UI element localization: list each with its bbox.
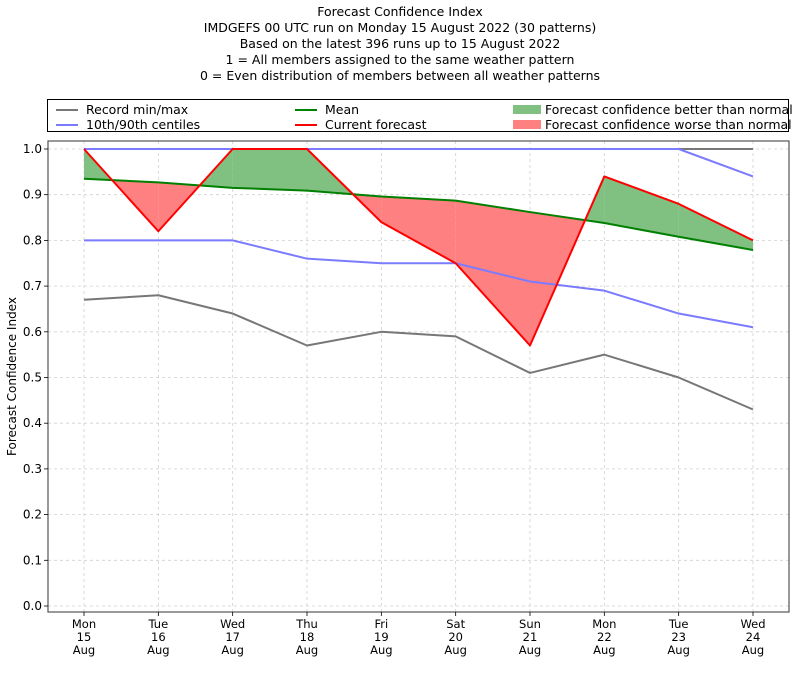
legend-swatch-record-minmax	[56, 108, 78, 111]
x-tick-label: 20	[448, 630, 463, 644]
x-tick-label: Tue	[668, 617, 689, 631]
chart-legend: Record min/max 10th/90th centiles Mean C…	[47, 99, 793, 132]
x-tick-label: 24	[746, 630, 761, 644]
legend-label: Current forecast	[325, 117, 427, 132]
x-tick-label: Aug	[444, 643, 466, 657]
x-tick-label: Aug	[519, 643, 541, 657]
x-tick-label: Sun	[519, 617, 541, 631]
fill-better-than-normal	[604, 176, 679, 237]
legend-item-better-than-normal: Forecast confidence better than normal	[513, 102, 793, 117]
y-tick-label: 0.6	[23, 325, 42, 339]
x-tick-label: Aug	[221, 643, 243, 657]
series-line-mean	[83, 177, 754, 251]
chart-subtitle-line-4: 0 = Even distribution of members between…	[199, 68, 601, 83]
y-axis-label: Forecast Confidence Index	[5, 297, 19, 456]
legend-label: Forecast confidence worse than normal	[545, 117, 792, 132]
legend-item-current-forecast: Current forecast	[295, 117, 426, 132]
fill-worse-than-normal	[381, 196, 456, 264]
series-line-current-forecast	[83, 148, 754, 347]
legend-item-centiles: 10th/90th centiles	[56, 117, 200, 132]
x-tick-label: Tue	[148, 617, 169, 631]
fill-layer	[84, 149, 753, 346]
x-tick-label: 21	[523, 630, 538, 644]
legend-swatch-centiles	[56, 123, 78, 126]
y-tick-label: 0.4	[23, 416, 42, 430]
legend-label: 10th/90th centiles	[86, 117, 201, 132]
chart-title: Forecast Confidence Index	[317, 4, 483, 19]
x-tick-label: 17	[225, 630, 240, 644]
x-tick-label: Aug	[370, 643, 392, 657]
legend-swatch-better-than-normal	[513, 105, 541, 114]
legend-label: Mean	[325, 102, 360, 117]
x-tick-label: 16	[151, 630, 166, 644]
x-tick-label: Aug	[147, 643, 169, 657]
chart-subtitle-line-2: Based on the latest 396 runs up to 15 Au…	[239, 36, 561, 51]
y-tick-label: 0.1	[23, 553, 42, 567]
fill-better-than-normal	[678, 203, 753, 250]
legend-swatch-current-forecast	[295, 123, 317, 126]
series-line-10th-centile	[84, 239, 754, 329]
x-tick-label: 19	[374, 630, 389, 644]
y-tick-label: 0.9	[23, 188, 42, 202]
x-tick-label: Mon	[592, 617, 616, 631]
legend-item-worse-than-normal: Forecast confidence worse than normal	[513, 117, 792, 132]
series-line-90th-centile	[84, 148, 754, 178]
axis-layer: 0.00.10.20.30.40.50.60.70.80.91.0Mon15Au…	[23, 142, 766, 657]
x-tick-label: Fri	[374, 617, 388, 631]
y-tick-label: 0.3	[23, 462, 42, 476]
x-tick-label: Aug	[742, 643, 764, 657]
x-tick-label: 15	[77, 630, 92, 644]
legend-item-mean: Mean	[295, 102, 359, 117]
line-layer	[83, 148, 754, 411]
x-tick-label: 18	[300, 630, 315, 644]
y-tick-label: 0.2	[23, 508, 42, 522]
plot-frame	[47, 140, 790, 613]
y-tick-label: 0.7	[23, 279, 42, 293]
x-tick-label: 23	[671, 630, 686, 644]
legend-item-record-minmax: Record min/max	[56, 102, 188, 117]
chart-subtitle-line-1: IMDGEFS 00 UTC run on Monday 15 August 2…	[203, 20, 597, 35]
legend-swatch-worse-than-normal	[513, 120, 541, 129]
fill-better-than-normal	[232, 149, 307, 191]
x-tick-label: Wed	[740, 617, 765, 631]
y-tick-label: 0.8	[23, 233, 42, 247]
legend-label: Record min/max	[86, 102, 189, 117]
x-tick-label: Aug	[73, 643, 95, 657]
x-tick-label: Aug	[593, 643, 615, 657]
y-tick-label: 0.0	[23, 599, 42, 613]
x-tick-label: Aug	[667, 643, 689, 657]
y-tick-label: 1.0	[23, 142, 42, 156]
chart-title-block: Forecast Confidence Index IMDGEFS 00 UTC…	[0, 4, 800, 84]
x-tick-label: 22	[597, 630, 612, 644]
legend-label: Forecast confidence better than normal	[545, 102, 793, 117]
x-tick-label: Wed	[220, 617, 245, 631]
y-tick-label: 0.5	[23, 371, 42, 385]
series-line-record-min	[83, 294, 754, 411]
legend-swatch-mean	[295, 108, 317, 111]
x-tick-label: Thu	[295, 617, 318, 631]
chart-subtitle-line-3: 1 = All members assigned to the same wea…	[225, 52, 575, 67]
x-tick-label: Mon	[72, 617, 96, 631]
x-tick-label: Aug	[296, 643, 318, 657]
x-tick-label: Sat	[446, 617, 465, 631]
